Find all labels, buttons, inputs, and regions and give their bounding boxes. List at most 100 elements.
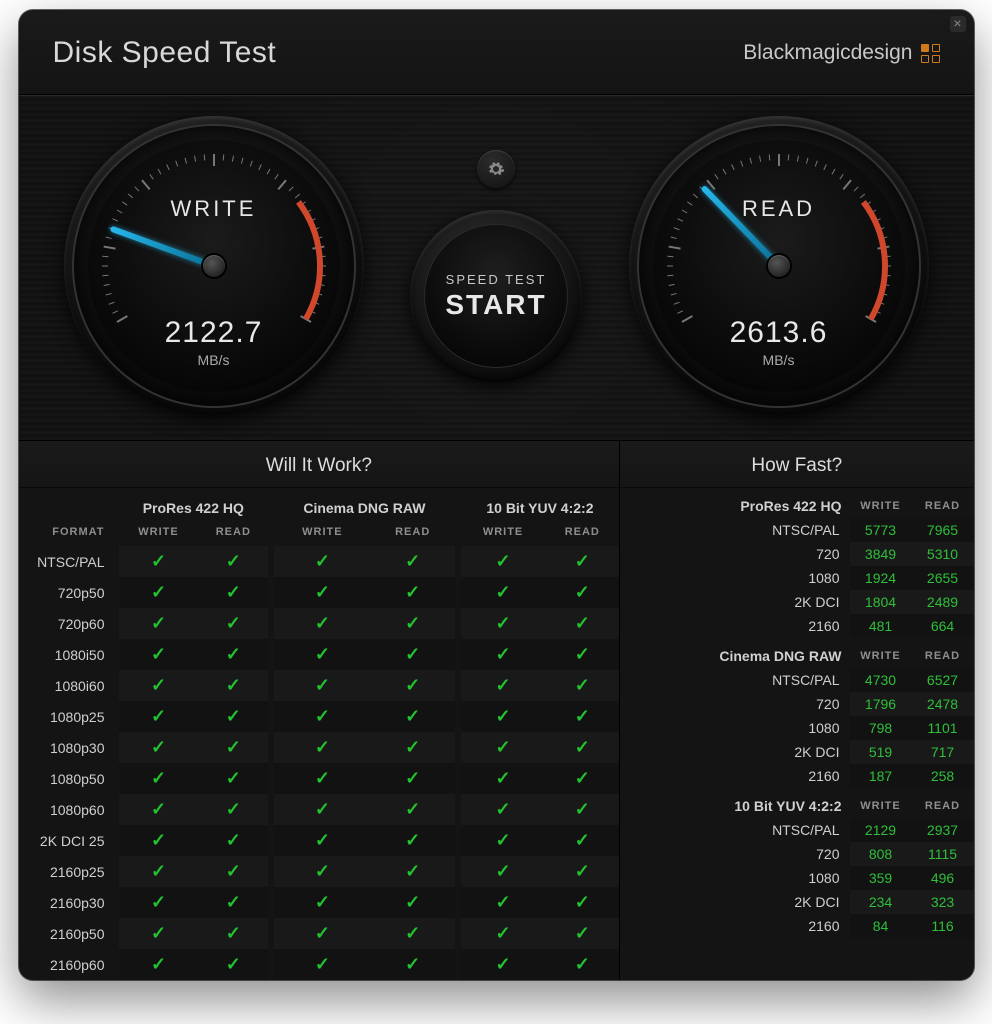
check-icon: ✓ <box>315 830 330 850</box>
check-icon: ✓ <box>315 737 330 757</box>
check-icon: ✓ <box>405 830 420 850</box>
check-cell: ✓ <box>371 608 455 639</box>
read-value-cell: 7965 <box>912 518 974 542</box>
format-cell: 1080p30 <box>19 732 119 763</box>
check-icon: ✓ <box>315 675 330 695</box>
check-cell: ✓ <box>545 701 619 732</box>
close-icon[interactable]: × <box>950 16 966 32</box>
check-icon: ✓ <box>151 706 166 726</box>
check-icon: ✓ <box>575 613 590 633</box>
write-value-cell: 234 <box>850 890 912 914</box>
check-icon: ✓ <box>315 799 330 819</box>
will-it-work-panel: Will It Work? ProRes 422 HQ Cinema DNG R… <box>19 441 621 980</box>
check-icon: ✓ <box>226 799 241 819</box>
check-cell: ✓ <box>119 856 199 887</box>
check-icon: ✓ <box>151 644 166 664</box>
table-row: 1080p60✓✓✓✓✓✓ <box>19 794 620 825</box>
check-icon: ✓ <box>405 954 420 974</box>
table-row: 720p50✓✓✓✓✓✓ <box>19 577 620 608</box>
read-gauge-label: READ <box>629 196 929 222</box>
codec-name: Cinema DNG RAW <box>620 638 849 668</box>
read-value-cell: 2937 <box>912 818 974 842</box>
format-cell: 2K DCI <box>620 590 849 614</box>
check-cell: ✓ <box>371 701 455 732</box>
read-unit: MB/s <box>730 352 828 368</box>
check-cell: ✓ <box>371 639 455 670</box>
check-cell: ✓ <box>274 577 371 608</box>
read-value-cell: 5310 <box>912 542 974 566</box>
check-icon: ✓ <box>315 706 330 726</box>
write-value-cell: 1804 <box>850 590 912 614</box>
format-cell: 1080p25 <box>19 701 119 732</box>
check-cell: ✓ <box>461 856 546 887</box>
check-icon: ✓ <box>226 582 241 602</box>
check-icon: ✓ <box>405 768 420 788</box>
table-row: 1080p25✓✓✓✓✓✓ <box>19 701 620 732</box>
table-row: 10807981101 <box>620 716 973 740</box>
check-cell: ✓ <box>545 608 619 639</box>
check-cell: ✓ <box>545 732 619 763</box>
read-value-cell: 116 <box>912 914 974 938</box>
start-button[interactable]: SPEED TEST START <box>410 210 582 382</box>
check-icon: ✓ <box>405 582 420 602</box>
check-icon: ✓ <box>575 582 590 602</box>
check-icon: ✓ <box>575 551 590 571</box>
read-value-cell: 258 <box>912 764 974 788</box>
check-cell: ✓ <box>545 856 619 887</box>
codec-name: 10 Bit YUV 4:2:2 <box>620 788 849 818</box>
write-value-cell: 84 <box>850 914 912 938</box>
table-row: 2160p25✓✓✓✓✓✓ <box>19 856 620 887</box>
check-icon: ✓ <box>151 582 166 602</box>
table-row: 72038495310 <box>620 542 973 566</box>
format-cell: 2K DCI 25 <box>19 825 119 856</box>
format-cell: 2K DCI <box>620 890 849 914</box>
check-cell: ✓ <box>199 546 269 577</box>
check-cell: ✓ <box>461 701 546 732</box>
table-row: 1080p30✓✓✓✓✓✓ <box>19 732 620 763</box>
check-cell: ✓ <box>119 670 199 701</box>
check-icon: ✓ <box>151 892 166 912</box>
check-cell: ✓ <box>461 546 546 577</box>
check-icon: ✓ <box>496 551 511 571</box>
check-cell: ✓ <box>199 856 269 887</box>
check-cell: ✓ <box>199 577 269 608</box>
format-cell: 2160 <box>620 614 849 638</box>
check-cell: ✓ <box>274 608 371 639</box>
check-icon: ✓ <box>575 799 590 819</box>
table-row: NTSC/PAL✓✓✓✓✓✓ <box>19 546 620 577</box>
check-icon: ✓ <box>405 613 420 633</box>
format-cell: NTSC/PAL <box>19 546 119 577</box>
check-icon: ✓ <box>226 892 241 912</box>
read-value-cell: 1101 <box>912 716 974 740</box>
check-cell: ✓ <box>461 949 546 980</box>
settings-button[interactable] <box>477 150 515 188</box>
check-icon: ✓ <box>405 675 420 695</box>
table-row: 2K DCI 25✓✓✓✓✓✓ <box>19 825 620 856</box>
check-cell: ✓ <box>371 577 455 608</box>
format-cell: 720p60 <box>19 608 119 639</box>
check-cell: ✓ <box>545 546 619 577</box>
table-row: 72017962478 <box>620 692 973 716</box>
check-cell: ✓ <box>461 639 546 670</box>
will-it-work-table: ProRes 422 HQ Cinema DNG RAW 10 Bit YUV … <box>19 488 620 980</box>
table-row: 1080i50✓✓✓✓✓✓ <box>19 639 620 670</box>
format-cell: 2160p25 <box>19 856 119 887</box>
start-label-big: START <box>445 289 546 321</box>
check-icon: ✓ <box>226 737 241 757</box>
format-cell: 2160p30 <box>19 887 119 918</box>
read-gauge: READ 2613.6 MB/s <box>629 116 929 416</box>
brand-dots-icon <box>921 44 940 63</box>
check-cell: ✓ <box>274 825 371 856</box>
table-row: 108019242655 <box>620 566 973 590</box>
check-icon: ✓ <box>405 861 420 881</box>
check-cell: ✓ <box>119 546 199 577</box>
titlebar: Disk Speed Test Blackmagicdesign <box>19 10 974 95</box>
check-icon: ✓ <box>315 582 330 602</box>
check-icon: ✓ <box>575 737 590 757</box>
format-cell: 720 <box>620 692 849 716</box>
check-cell: ✓ <box>274 701 371 732</box>
table-row: 2160481664 <box>620 614 973 638</box>
check-cell: ✓ <box>199 918 269 949</box>
table-row: 7208081115 <box>620 842 973 866</box>
check-icon: ✓ <box>575 892 590 912</box>
